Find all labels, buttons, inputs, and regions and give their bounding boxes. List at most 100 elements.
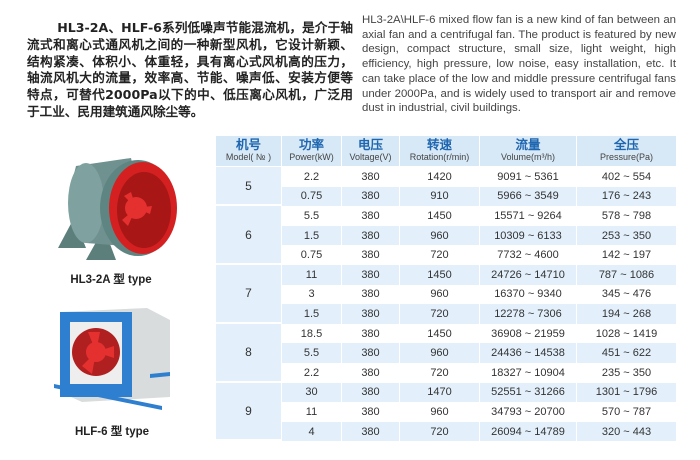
header-zh: 电压	[357, 137, 383, 152]
table-row: 4 380 720 26094 ~ 14789 320 ~ 443	[216, 421, 676, 442]
volume-cell: 24436 ~ 14538	[480, 343, 576, 363]
volume-cell: 36908 ~ 21959	[480, 323, 576, 344]
table-row: 7 11 380 1450 24726 ~ 14710 787 ~ 1086	[216, 264, 676, 324]
volume-cell: 12278 ~ 7306	[480, 304, 576, 324]
rotation-cell: 960	[400, 402, 479, 422]
header-en: Voltage(V)	[349, 152, 392, 162]
pressure-cell: 320 ~ 443	[577, 421, 676, 442]
table-row: 2.2 380 720 18327 ~ 10904 235 ~ 350	[216, 362, 676, 383]
rotation-cell: 960	[400, 225, 479, 246]
power-cell: 11	[282, 402, 341, 422]
header-zh: 全压	[613, 137, 639, 152]
rotation-cell: 720	[400, 304, 479, 324]
power-cell: 0.75	[282, 245, 341, 265]
table-row: 6 5.5 380 1450 15571 ~ 9264 578 ~ 798	[216, 206, 676, 265]
power-cell: 2.2	[282, 167, 341, 187]
voltage-cell: 380	[342, 304, 399, 324]
header-zh: 流量	[515, 137, 541, 152]
header-en: Model( № )	[225, 152, 272, 162]
pressure-cell: 451 ~ 622	[577, 343, 676, 363]
volume-cell: 10309 ~ 6133	[480, 225, 576, 246]
table-row: 3 380 960 16370 ~ 9340 345 ~ 476	[216, 284, 676, 305]
product-caption-hl3-2a: HL3-2A 型 type	[70, 274, 152, 286]
product-caption-hlf-6: HLF-6 型 type	[74, 426, 150, 438]
table-row: 5 2.2 380 1420 9091 ~ 5361 402 ~ 554	[216, 167, 676, 207]
pressure-cell: 345 ~ 476	[577, 284, 676, 305]
voltage-cell: 380	[342, 343, 399, 363]
voltage-cell: 380	[342, 186, 399, 207]
intro-chinese: HL3-2A、HLF-6系列低噪声节能混流机，是介于轴 流式和离心式通风机之间的…	[27, 20, 353, 119]
rotation-cell: 1450	[400, 323, 479, 344]
power-cell: 4	[282, 421, 341, 442]
volume-cell: 9091 ~ 5361	[480, 167, 576, 187]
column-header: 流量 Volume(m³/h)	[480, 136, 576, 167]
pressure-cell: 194 ~ 268	[577, 304, 676, 324]
table-row: 0.75 380 910 5966 ~ 3549 176 ~ 243	[216, 186, 676, 207]
pressure-cell: 176 ~ 243	[577, 186, 676, 207]
hl3-2a-fan-image	[58, 158, 177, 260]
column-header: 电压 Voltage(V)	[342, 136, 399, 167]
pressure-cell: 235 ~ 350	[577, 362, 676, 383]
rotation-cell: 960	[400, 343, 479, 363]
table-row: 1.5 380 960 10309 ~ 6133 253 ~ 350	[216, 225, 676, 246]
pressure-cell: 253 ~ 350	[577, 225, 676, 246]
model-cell: 9	[216, 382, 281, 442]
power-cell: 5.5	[282, 206, 341, 226]
voltage-cell: 380	[342, 206, 399, 226]
column-header: 功率 Power(kW)	[282, 136, 341, 167]
rotation-cell: 1450	[400, 264, 479, 285]
power-cell: 2.2	[282, 362, 341, 383]
power-cell: 0.75	[282, 186, 341, 207]
rotation-cell: 720	[400, 362, 479, 383]
model-cell: 5	[216, 167, 281, 207]
table-row: 0.75 380 720 7732 ~ 4600 142 ~ 197	[216, 245, 676, 265]
rotation-cell: 1420	[400, 167, 479, 187]
pressure-cell: 142 ~ 197	[577, 245, 676, 265]
power-cell: 11	[282, 264, 341, 285]
spec-table: 机号 Model( № ) 功率 Power(kW) 电压 Voltage(V) 转速 Rot…	[215, 136, 677, 442]
table-row: 9 30 380 1470 52551 ~ 31266 1301 ~ 1796	[216, 382, 676, 442]
voltage-cell: 380	[342, 421, 399, 442]
model-cell: 7	[216, 264, 281, 324]
volume-cell: 5966 ~ 3549	[480, 186, 576, 207]
rotation-cell: 1470	[400, 382, 479, 403]
voltage-cell: 380	[342, 264, 399, 285]
voltage-cell: 380	[342, 382, 399, 403]
rotation-cell: 960	[400, 284, 479, 305]
table-row: 1.5 380 720 12278 ~ 7306 194 ~ 268	[216, 304, 676, 324]
hlf-6-fan-image	[54, 308, 170, 410]
power-cell: 3	[282, 284, 341, 305]
voltage-cell: 380	[342, 225, 399, 246]
header-zh: 转速	[426, 137, 452, 152]
volume-cell: 26094 ~ 14789	[480, 421, 576, 442]
header-en: Power(kW)	[289, 152, 334, 162]
header-en: Rotation(r/min)	[409, 152, 470, 162]
power-cell: 1.5	[282, 304, 341, 324]
voltage-cell: 380	[342, 245, 399, 265]
voltage-cell: 380	[342, 323, 399, 344]
pressure-cell: 578 ~ 798	[577, 206, 676, 226]
volume-cell: 52551 ~ 31266	[480, 382, 576, 403]
power-cell: 30	[282, 382, 341, 403]
intro-english: HL3-2A\HLF-6 mixed flow fan is a new kin…	[362, 14, 676, 115]
volume-cell: 18327 ~ 10904	[480, 362, 576, 383]
pressure-cell: 1028 ~ 1419	[577, 323, 676, 344]
pressure-cell: 402 ~ 554	[577, 167, 676, 187]
pressure-cell: 1301 ~ 1796	[577, 382, 676, 403]
pressure-cell: 570 ~ 787	[577, 402, 676, 422]
voltage-cell: 380	[342, 167, 399, 187]
rotation-cell: 720	[400, 245, 479, 265]
volume-cell: 24726 ~ 14710	[480, 264, 576, 285]
model-cell: 6	[216, 206, 281, 265]
table-row: 8 18.5 380 1450 36908 ~ 21959 1028 ~ 1419	[216, 323, 676, 383]
power-cell: 18.5	[282, 323, 341, 344]
voltage-cell: 380	[342, 284, 399, 305]
voltage-cell: 380	[342, 402, 399, 422]
rotation-cell: 910	[400, 186, 479, 207]
header-en: Volume(m³/h)	[500, 152, 555, 162]
volume-cell: 16370 ~ 9340	[480, 284, 576, 305]
table-row: 11 380 960 34793 ~ 20700 570 ~ 787	[216, 402, 676, 422]
header-zh: 功率	[298, 137, 324, 152]
power-cell: 1.5	[282, 225, 341, 246]
header-zh: 机号	[235, 137, 261, 152]
